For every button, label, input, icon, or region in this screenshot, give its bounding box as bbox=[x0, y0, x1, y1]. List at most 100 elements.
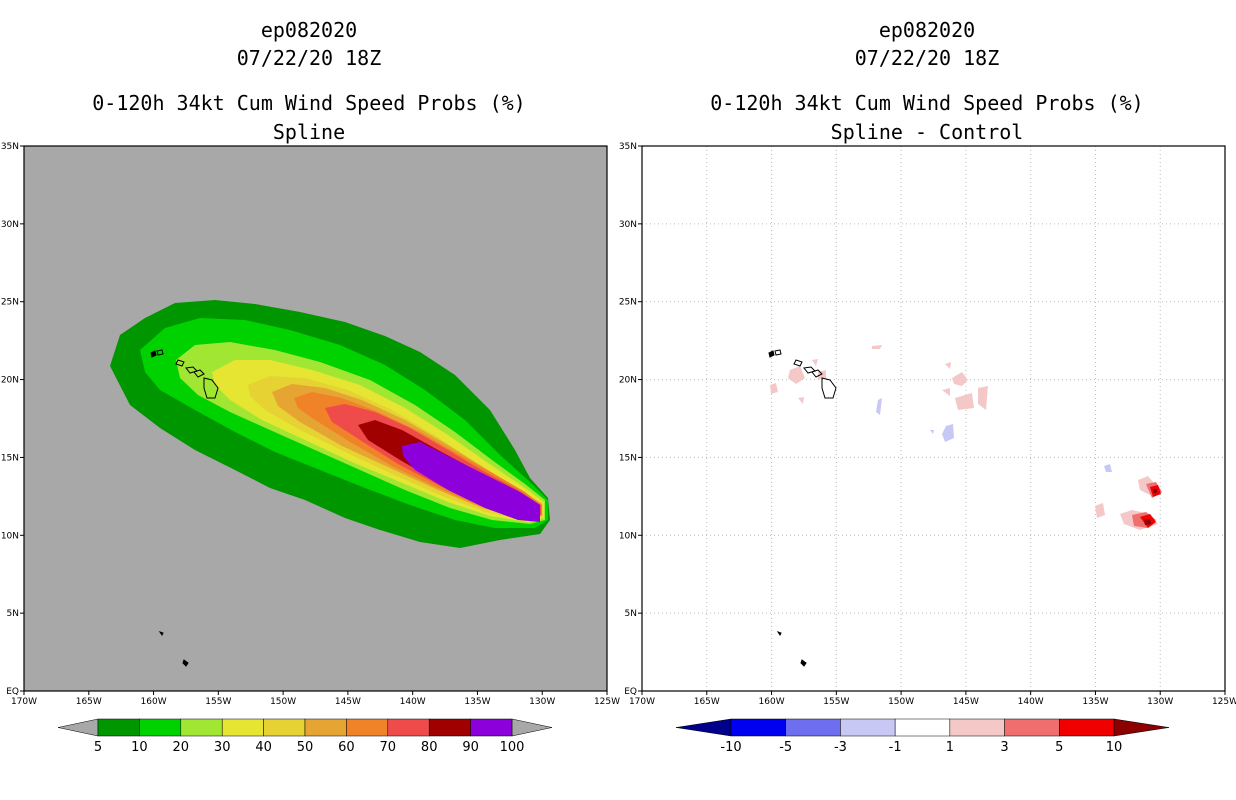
lat-tick-label: 10N bbox=[619, 531, 637, 541]
colorbar-swatch bbox=[346, 718, 389, 737]
lon-tick-label: 145W bbox=[335, 697, 361, 707]
colorbar-swatch bbox=[428, 718, 471, 737]
lon-tick-label: 130W bbox=[529, 697, 555, 707]
right-map: 170W 165W 160W 155W 150W 145W 140W 135W 130W 125W… bbox=[619, 142, 1236, 707]
lon-tick-label: 145W bbox=[953, 697, 979, 707]
left-map-frame bbox=[23, 145, 608, 692]
lon-tick-label: 135W bbox=[1082, 697, 1108, 707]
diff-positive-10 bbox=[1144, 489, 1157, 525]
right-subtitle: Spline - Control bbox=[830, 120, 1024, 144]
lon-tick-label: 170W bbox=[11, 697, 37, 707]
lat-tick-label: 10N bbox=[1, 531, 19, 541]
colorbar-swatch bbox=[785, 718, 841, 737]
colorbar-label: 40 bbox=[255, 740, 272, 755]
colorbar-label: 70 bbox=[380, 740, 397, 755]
colorbar-label: 90 bbox=[462, 740, 479, 755]
lon-tick-label: 165W bbox=[76, 697, 102, 707]
colorbar-swatch bbox=[1059, 718, 1115, 737]
colorbar-low-tip bbox=[675, 718, 732, 737]
lon-tick-label: 125W bbox=[594, 697, 620, 707]
colorbar-swatch bbox=[387, 718, 430, 737]
right-product-title: 0-120h 34kt Cum Wind Speed Probs (%) bbox=[710, 91, 1144, 115]
lon-tick-label: 170W bbox=[629, 697, 655, 707]
right-map-frame bbox=[641, 145, 1226, 692]
lat-tick-label: 25N bbox=[1, 298, 19, 308]
colorbar-high-tip bbox=[511, 718, 553, 737]
colorbar-swatch bbox=[730, 718, 786, 737]
lon-tick-label: 155W bbox=[205, 697, 231, 707]
colorbar-high-tip bbox=[1113, 718, 1170, 737]
colorbar-swatch bbox=[97, 718, 140, 737]
right-colorbar: -10 -5 -3 -1 1 3 5 10 bbox=[675, 718, 1170, 755]
colorbar-label: 80 bbox=[421, 740, 438, 755]
left-product-title: 0-120h 34kt Cum Wind Speed Probs (%) bbox=[92, 91, 526, 115]
colorbar-swatch bbox=[894, 718, 951, 737]
colorbar-label: 3 bbox=[1000, 740, 1008, 755]
lat-tick-label: 30N bbox=[619, 220, 637, 230]
colorbar-label: 5 bbox=[94, 740, 102, 755]
lat-tick-label: 20N bbox=[619, 376, 637, 386]
colorbar-label: 1 bbox=[946, 740, 954, 755]
colorbar-label: 30 bbox=[214, 740, 231, 755]
left-datetime: 07/22/20 18Z bbox=[236, 46, 382, 70]
lat-tick-label: 5N bbox=[625, 609, 637, 619]
lat-tick-label: 15N bbox=[1, 453, 19, 463]
lat-tick-label: 25N bbox=[619, 298, 637, 308]
colorbar-label: -1 bbox=[889, 740, 902, 755]
lat-tick-label: 30N bbox=[1, 220, 19, 230]
lon-tick-label: 160W bbox=[759, 697, 785, 707]
lat-tick-label: 20N bbox=[1, 376, 19, 386]
right-axes: 170W 165W 160W 155W 150W 145W 140W 135W 130W 125W… bbox=[619, 142, 1236, 707]
colorbar-label: -3 bbox=[834, 740, 847, 755]
left-map: 170W 165W 160W 155W 150W 145W 140W 135W 130W 125W… bbox=[1, 142, 620, 707]
lat-tick-label: 5N bbox=[7, 609, 19, 619]
colorbar-swatch bbox=[840, 718, 896, 737]
colorbar-low-tip bbox=[57, 718, 99, 737]
colorbar-label: 5 bbox=[1055, 740, 1063, 755]
right-storm-id: ep082020 bbox=[878, 18, 976, 42]
lon-tick-label: 155W bbox=[823, 697, 849, 707]
contour-90 bbox=[402, 442, 540, 522]
lat-tick-label: EQ bbox=[6, 687, 19, 697]
colorbar-swatch bbox=[1004, 718, 1060, 737]
left-subtitle: Spline bbox=[272, 120, 346, 144]
right-gridlines bbox=[642, 146, 1225, 691]
colorbar-label: -5 bbox=[779, 740, 792, 755]
left-axes: 170W 165W 160W 155W 150W 145W 140W 135W 130W 125W… bbox=[1, 142, 620, 707]
colorbar-label: 20 bbox=[173, 740, 190, 755]
right-coastlines bbox=[768, 349, 837, 667]
colorbar-label: 60 bbox=[338, 740, 355, 755]
lat-tick-label: 35N bbox=[619, 142, 637, 152]
lon-tick-label: 150W bbox=[888, 697, 914, 707]
colorbar-swatch bbox=[304, 718, 347, 737]
right-map-background bbox=[642, 146, 1225, 691]
left-coastlines bbox=[150, 349, 219, 667]
colorbar-swatch bbox=[139, 718, 182, 737]
colorbar-label: 10 bbox=[131, 740, 148, 755]
lon-tick-label: 160W bbox=[141, 697, 167, 707]
left-probability-contours bbox=[110, 300, 550, 548]
colorbar-swatch bbox=[221, 718, 264, 737]
colorbar-label: -10 bbox=[720, 740, 741, 755]
right-datetime: 07/22/20 18Z bbox=[854, 46, 1000, 70]
colorbar-swatch bbox=[470, 718, 513, 737]
lat-tick-label: 15N bbox=[619, 453, 637, 463]
colorbar-label: 50 bbox=[297, 740, 314, 755]
lon-tick-label: 165W bbox=[694, 697, 720, 707]
lat-tick-label: EQ bbox=[624, 687, 637, 697]
left-colorbar: 5 10 20 30 40 50 60 70 80 90 100 bbox=[57, 718, 553, 755]
colorbar-swatch bbox=[949, 718, 1005, 737]
colorbar-swatch bbox=[263, 718, 306, 737]
lon-tick-label: 130W bbox=[1147, 697, 1173, 707]
colorbar-label: 10 bbox=[1106, 740, 1123, 755]
lon-tick-label: 125W bbox=[1212, 697, 1236, 707]
colorbar-label: 100 bbox=[500, 740, 525, 755]
lon-tick-label: 135W bbox=[464, 697, 490, 707]
colorbar-swatch bbox=[180, 718, 223, 737]
left-storm-id: ep082020 bbox=[260, 18, 358, 42]
lon-tick-label: 150W bbox=[270, 697, 296, 707]
lat-tick-label: 35N bbox=[1, 142, 19, 152]
lon-tick-label: 140W bbox=[400, 697, 426, 707]
lon-tick-label: 140W bbox=[1018, 697, 1044, 707]
